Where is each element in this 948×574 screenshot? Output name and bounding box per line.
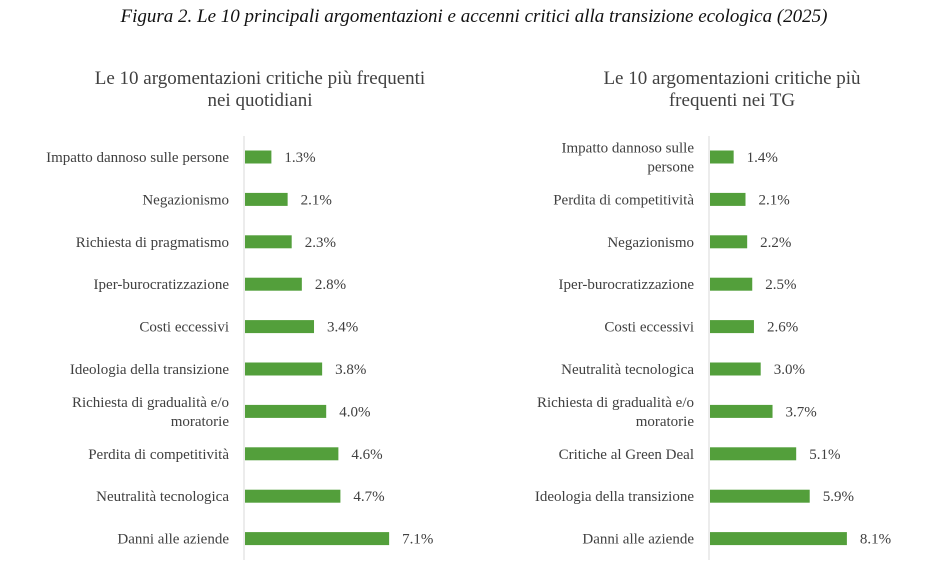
- category-label: Impatto dannoso sulle persone: [562, 141, 695, 176]
- bar: [245, 362, 323, 376]
- data-label: 3.0%: [774, 362, 805, 378]
- category-label: Perdita di competitività: [88, 447, 229, 463]
- bar: [245, 235, 292, 249]
- bar: [245, 404, 327, 418]
- figure-title: Figura 2. Le 10 principali argomentazion…: [120, 6, 828, 27]
- bar: [245, 320, 315, 334]
- data-label: 5.9%: [823, 489, 854, 505]
- bar: [710, 447, 797, 461]
- bar: [710, 362, 761, 376]
- category-label: Costi eccessivi: [604, 320, 694, 336]
- category-label: Richiesta di pragmatismo: [76, 235, 229, 251]
- data-label: 2.6%: [767, 320, 798, 336]
- data-label: 4.0%: [339, 404, 370, 420]
- data-label: 8.1%: [860, 532, 891, 548]
- data-label: 2.3%: [305, 235, 336, 251]
- bar: [710, 235, 748, 249]
- chart-title: Le 10 argomentazioni critiche più frequen…: [603, 68, 861, 111]
- category-label: Neutralità tecnologica: [96, 489, 229, 505]
- data-label: 3.8%: [335, 362, 366, 378]
- category-label: Impatto dannoso sulle persone: [46, 150, 229, 166]
- bar: [710, 532, 847, 546]
- data-label: 4.7%: [353, 489, 384, 505]
- data-label: 5.1%: [809, 447, 840, 463]
- data-label: 2.2%: [760, 235, 791, 251]
- chart-title: Le 10 argomentazioni critiche più freque…: [95, 68, 425, 111]
- category-label: Costi eccessivi: [139, 320, 229, 336]
- category-label: Danni alle aziende: [117, 532, 229, 548]
- category-label: Richiesta di gradualità e/o moratorie: [72, 395, 229, 430]
- bar: [245, 150, 272, 164]
- data-label: 7.1%: [402, 532, 433, 548]
- data-label: 2.1%: [758, 192, 789, 208]
- category-label: Critiche al Green Deal: [559, 447, 694, 463]
- data-label: 1.3%: [284, 150, 315, 166]
- bar: [245, 489, 341, 503]
- bar: [245, 447, 339, 461]
- bar: [710, 489, 810, 503]
- category-label: Iper-burocratizzazione: [559, 277, 695, 293]
- category-label: Perdita di competitività: [553, 192, 694, 208]
- category-label: Ideologia della transizione: [70, 362, 229, 378]
- data-label: 2.1%: [301, 192, 332, 208]
- bar: [245, 532, 390, 546]
- data-label: 4.6%: [351, 447, 382, 463]
- bar: [710, 277, 753, 291]
- bar: [710, 320, 754, 334]
- bar: [710, 192, 746, 206]
- data-label: 1.4%: [747, 150, 778, 166]
- bar: [245, 277, 302, 291]
- category-label: Richiesta di gradualità e/o moratorie: [537, 395, 694, 430]
- category-label: Ideologia della transizione: [535, 489, 694, 505]
- data-label: 3.7%: [786, 404, 817, 420]
- category-label: Negazionismo: [142, 192, 229, 208]
- category-label: Iper-burocratizzazione: [94, 277, 230, 293]
- bar: [245, 192, 288, 206]
- category-label: Neutralità tecnologica: [561, 362, 694, 378]
- category-label: Negazionismo: [607, 235, 694, 251]
- category-label: Danni alle aziende: [582, 532, 694, 548]
- bar: [710, 150, 734, 164]
- data-label: 2.8%: [315, 277, 346, 293]
- data-label: 3.4%: [327, 320, 358, 336]
- data-label: 2.5%: [765, 277, 796, 293]
- bar: [710, 404, 773, 418]
